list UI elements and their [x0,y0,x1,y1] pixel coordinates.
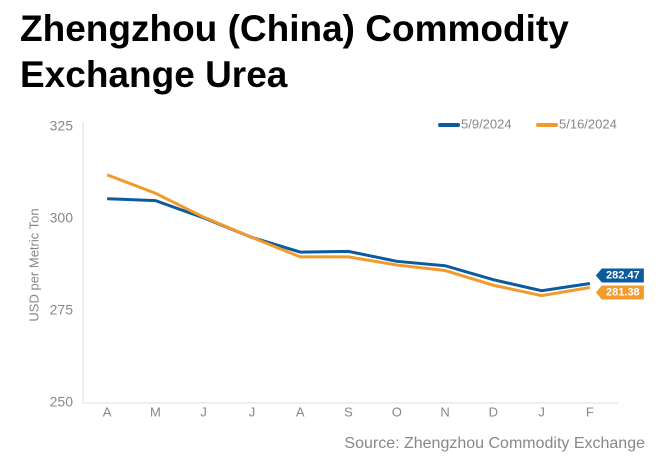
y-tick-label: 250 [50,394,74,410]
end-label-bg [595,268,644,283]
legend-label: 5/9/2024 [461,116,512,131]
x-tick-label: J [538,404,545,419]
y-tick-label: 300 [50,210,74,226]
x-tick-label: M [150,404,161,419]
x-tick-label: A [103,404,112,419]
series-line [106,173,591,298]
end-label-bg [595,285,644,300]
x-tick-label: S [344,404,353,419]
series-line [107,197,591,293]
x-tick-label: N [440,404,449,419]
x-tick-label: O [392,404,402,419]
x-tick-label: D [489,404,498,419]
y-axis-label: USD per Metric Ton [26,208,41,321]
end-label: 281.38 [606,286,640,298]
source: Source: Zhengzhou Commodity Exchange [344,435,645,452]
x-tick-label: A [296,404,305,419]
legend-label: 5/16/2024 [559,116,617,131]
y-tick-label: 275 [50,302,74,318]
y-tick-label: 325 [50,118,74,134]
x-tick-label: F [586,404,594,419]
end-label: 282.47 [606,269,640,281]
chart-title: Zhengzhou (China) Commodity Exchange Ure… [20,8,569,95]
x-tick-label: J [249,404,256,419]
x-tick-label: J [200,404,207,419]
